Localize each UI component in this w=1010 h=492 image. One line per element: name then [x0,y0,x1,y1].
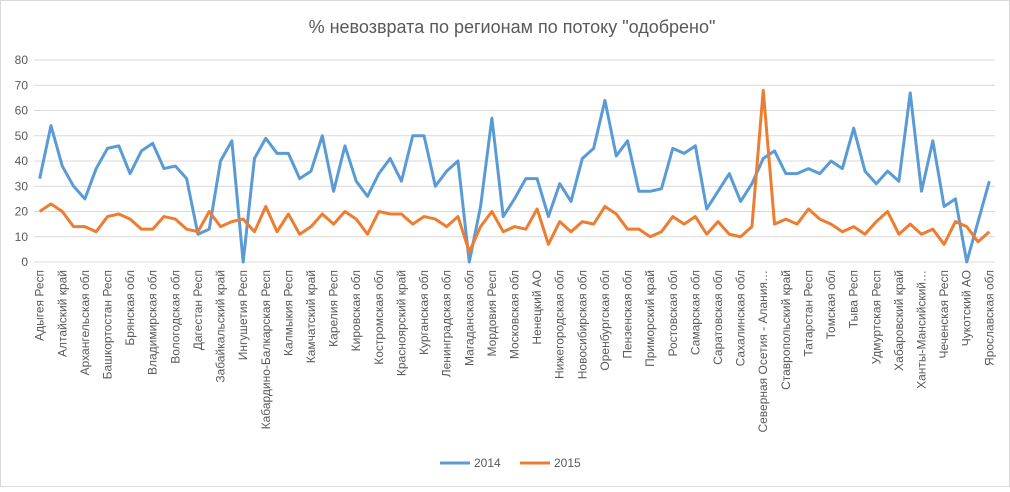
x-tick-label: Курганская обл [417,270,431,355]
x-tick-label: Северная Осетия - Алания… [756,270,770,433]
x-tick-label: Чеченская Респ [937,270,951,359]
legend-label: 2014 [474,456,501,470]
x-tick-label: Нижегородская обл [553,270,567,379]
x-tick-label: Вологодская обл [168,270,182,364]
y-tick-label: 70 [15,78,29,92]
x-tick-label: Костромская обл [372,270,386,365]
legend-label: 2015 [554,456,581,470]
x-tick-label: Башкортостан Респ [100,270,114,379]
x-tick-label: Архангельская обл [78,270,92,375]
x-tick-label: Ханты-Мансийский… [915,270,929,389]
x-tick-label: Владимирская обл [146,270,160,375]
x-tick-label: Ставропольский край [779,270,793,390]
x-tick-label: Калмыкия Респ [281,270,295,356]
chart-title: % невозврата по регионам по потоку "одоб… [309,17,716,37]
x-tick-label: Алтайский край [55,270,69,357]
y-tick-label: 80 [15,53,29,67]
x-tick-label: Красноярский край [394,270,408,376]
y-tick-label: 50 [15,129,29,143]
x-tick-label: Кабардино-Балкарская Респ [259,270,273,429]
y-tick-label: 0 [21,255,28,269]
x-tick-label: Пензенская обл [621,270,635,359]
y-tick-label: 20 [15,205,29,219]
x-tick-label: Ярославская обл [982,270,996,366]
x-tick-label: Ненецкий АО [530,270,544,345]
x-tick-label: Саратовская обл [711,270,725,365]
x-tick-label: Кировская обл [349,270,363,351]
x-tick-label: Магаданская обл [462,270,476,366]
series-line [38,91,991,264]
x-tick-label: Самарская обл [688,270,702,355]
x-tick-label: Чукотский АО [960,270,974,346]
x-tick-label: Брянская обл [123,270,137,346]
x-tick-label: Мордовия Респ [485,270,499,356]
x-tick-label: Томская обл [824,270,838,339]
x-tick-label: Карелия Респ [327,270,341,347]
x-tick-label: Ингушетия Респ [236,270,250,360]
x-tick-label: Приморский край [643,270,657,367]
x-tick-label: Московская обл [508,270,522,359]
y-tick-label: 60 [15,104,29,118]
x-tick-label: Тыва Респ [847,270,861,328]
x-tick-label: Дагестан Респ [191,270,205,350]
x-tick-label: Ленинградская обл [440,270,454,377]
x-tick-label: Забайкальский край [214,270,228,383]
x-tick-label: Новосибирская обл [575,270,589,379]
x-tick-label: Хабаровский край [892,270,906,371]
x-tick-label: Удмуртская Респ [869,270,883,364]
y-tick-label: 10 [15,230,29,244]
x-tick-label: Татарстан Респ [801,270,815,357]
x-tick-label: Камчатский край [304,270,318,363]
x-tick-label: Сахалинская обл [734,270,748,366]
x-tick-label: Ростовская обл [666,270,680,356]
x-tick-label: Оренбургская обл [598,270,612,371]
y-tick-label: 40 [15,154,29,168]
x-tick-label: Адыгея Респ [33,270,47,341]
y-tick-label: 30 [15,179,29,193]
series-line [38,88,991,254]
